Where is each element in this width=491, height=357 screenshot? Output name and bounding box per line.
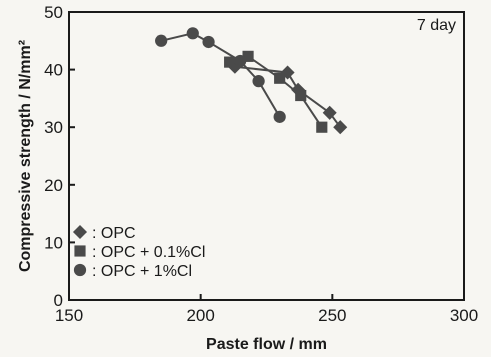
ticks-layer: 150 200 250 300 0 10 20 30 40 50 — [44, 3, 478, 325]
legend-marker — [72, 224, 88, 240]
data-point — [273, 110, 286, 123]
legend: : OPC : OPC + 0.1%Cl : OPC + 1%Cl — [72, 224, 205, 280]
data-point — [155, 34, 168, 47]
data-point — [224, 56, 236, 68]
lines-layer — [160, 32, 342, 128]
x-tick-label: 200 — [186, 306, 214, 325]
data-point — [274, 72, 286, 84]
x-axis-title: Paste flow / mm — [206, 336, 327, 353]
legend-label: : OPC + 0.1%Cl — [92, 244, 205, 261]
legend-label: : OPC + 1%Cl — [92, 263, 192, 280]
data-point — [295, 89, 307, 102]
data-point — [252, 75, 265, 88]
data-point — [322, 105, 337, 120]
x-tick-label: 250 — [318, 306, 346, 325]
legend-marker — [73, 263, 87, 277]
y-tick-label: 40 — [44, 61, 63, 80]
y-tick-label: 30 — [44, 118, 63, 137]
legend-label: : OPC — [92, 225, 136, 242]
chart-annotation: 7 day — [417, 17, 456, 34]
x-tick-label: 300 — [450, 306, 478, 325]
legend-marker — [74, 245, 86, 257]
data-point — [333, 120, 348, 135]
data-point — [242, 50, 254, 62]
data-point — [202, 35, 215, 49]
series-line — [160, 32, 281, 118]
x-tick-label: 150 — [55, 306, 83, 325]
data-point — [234, 54, 247, 68]
data-point — [316, 121, 328, 133]
y-tick-label: 20 — [44, 176, 63, 195]
y-tick-label: 50 — [44, 3, 63, 22]
plot-frame — [68, 11, 465, 301]
data-point — [186, 27, 199, 40]
y-tick-label: 10 — [44, 233, 63, 252]
y-tick-label: 0 — [54, 291, 63, 310]
markers-layer — [155, 27, 348, 135]
y-axis-title: Compressive strength / N/mm² — [17, 40, 34, 272]
